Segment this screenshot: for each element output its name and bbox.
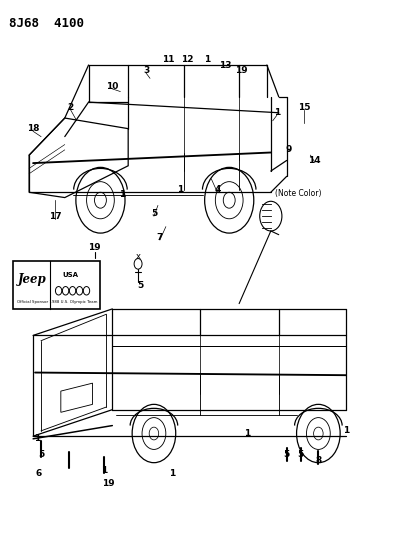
Text: 5: 5	[297, 450, 304, 459]
FancyBboxPatch shape	[13, 261, 101, 309]
Text: 5: 5	[284, 450, 290, 459]
Text: Jeep: Jeep	[18, 273, 47, 286]
Text: 8J68  4100: 8J68 4100	[9, 17, 84, 30]
Text: 4: 4	[214, 185, 221, 194]
Text: 2: 2	[67, 103, 74, 112]
Text: 5: 5	[138, 280, 144, 289]
Text: 19: 19	[235, 66, 247, 75]
Text: 10: 10	[106, 82, 119, 91]
Text: 7: 7	[157, 233, 163, 242]
Text: 8: 8	[315, 456, 322, 465]
Text: 1: 1	[274, 108, 280, 117]
Text: 3: 3	[143, 66, 149, 75]
Text: 5: 5	[151, 209, 157, 218]
Text: 17: 17	[49, 212, 61, 221]
Text: 11: 11	[162, 55, 174, 64]
Text: 19: 19	[88, 244, 101, 253]
Text: 13: 13	[219, 61, 231, 69]
Text: 1: 1	[343, 426, 349, 435]
Text: 5: 5	[38, 450, 44, 459]
Text: 1: 1	[101, 466, 108, 475]
Text: 1: 1	[204, 55, 211, 64]
Text: 9: 9	[285, 146, 292, 155]
Text: 15: 15	[298, 103, 311, 112]
Text: 19: 19	[102, 479, 115, 488]
Text: 12: 12	[182, 55, 194, 64]
Text: 6: 6	[36, 469, 42, 478]
Text: 1: 1	[244, 429, 250, 438]
Text: 1: 1	[169, 469, 175, 478]
Text: 14: 14	[308, 156, 321, 165]
Text: 1: 1	[34, 434, 40, 443]
Text: 1: 1	[119, 190, 125, 199]
Text: (Note Color): (Note Color)	[275, 189, 321, 198]
Text: USA: USA	[62, 271, 78, 278]
Text: 18: 18	[27, 124, 40, 133]
Text: 1: 1	[177, 185, 183, 194]
Text: x: x	[136, 252, 140, 261]
Text: Official Sponsor 1988 U.S. Olympic Team: Official Sponsor 1988 U.S. Olympic Team	[17, 300, 97, 304]
